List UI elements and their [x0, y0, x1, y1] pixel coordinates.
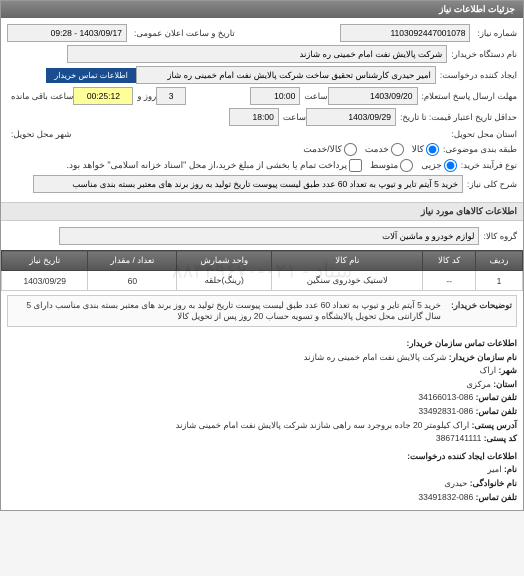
contact-province-label: استان:	[493, 379, 517, 389]
subject-group-label: طبقه بندی موضوعی:	[443, 144, 517, 155]
org-input	[67, 45, 447, 63]
need-title-input	[33, 175, 463, 193]
deadline-date-input	[328, 87, 418, 105]
th-name: نام کالا	[272, 251, 423, 271]
contact-city: اراک	[480, 365, 496, 375]
td-name: لاستیک خودروی سنگین	[272, 271, 423, 291]
deadline-send-label: مهلت ارسال پاسخ استعلام:	[422, 91, 517, 102]
subject-radio-group: کالا خدمت کالا/خدمت	[303, 143, 439, 156]
radio-service-input[interactable]	[391, 143, 404, 156]
contact-address: اراک کیلومتر 20 جاده بروجرد سه راهی شازن…	[176, 420, 470, 430]
contact-buyer-button[interactable]: اطلاعات تماس خریدار	[46, 68, 135, 83]
contact-postal-label: کد پستی:	[484, 433, 517, 443]
radio-goods-service-input[interactable]	[344, 143, 357, 156]
contact-org: شرکت پالایش نفت امام خمینی ره شازند	[304, 352, 447, 362]
contact-fax: 086-33492831	[418, 406, 473, 416]
creator-phone-label: تلفن تماس:	[476, 492, 517, 502]
radio-goods-service[interactable]: کالا/خدمت	[303, 143, 357, 156]
city-label: شهر محل تحویل:	[11, 129, 71, 140]
radio-partial-label: جزیی	[421, 160, 442, 171]
contact-province: مرکزی	[466, 379, 491, 389]
valid-until-label: حداقل تاریخ اعتبار قیمت: تا تاریخ:	[400, 112, 517, 123]
buyer-note-label: توضیحات خریدار:	[451, 300, 512, 322]
buyer-note-box: توضیحات خریدار: خرید 5 آیتم تایر و تیوپ …	[7, 295, 517, 327]
radio-partial[interactable]: جزیی	[421, 159, 457, 172]
remaining-time-input	[73, 87, 133, 105]
radio-goods-service-label: کالا/خدمت	[303, 144, 342, 155]
th-date: تاریخ نیاز	[2, 251, 88, 271]
contact-postal: 3867141111	[436, 433, 481, 443]
table-header-row: ردیف کد کالا نام کالا واحد شمارش تعداد /…	[2, 251, 523, 271]
radio-goods[interactable]: کالا	[412, 143, 439, 156]
th-qty: تعداد / مقدار	[88, 251, 177, 271]
table-area: ستاد - ۰۲۱-۸۸۳۴۹۶۷۰ ردیف کد کالا نام کال…	[1, 250, 523, 291]
creator-label: ایجاد کننده درخواست:	[440, 70, 517, 81]
announce-date-label: تاریخ و ساعت اعلان عمومی:	[134, 28, 235, 39]
th-unit: واحد شمارش	[177, 251, 272, 271]
days-input	[156, 87, 186, 105]
payment-note-checkbox[interactable]	[349, 159, 362, 172]
radio-medium-input[interactable]	[400, 159, 413, 172]
need-title-label: شرح کلی نیاز:	[467, 179, 517, 190]
radio-partial-input[interactable]	[444, 159, 457, 172]
payment-radio-group: جزیی متوسط	[370, 159, 457, 172]
contact-address-label: آدرس پستی:	[472, 420, 517, 430]
goods-table: ردیف کد کالا نام کالا واحد شمارش تعداد /…	[1, 250, 523, 291]
radio-medium-label: متوسط	[370, 160, 398, 171]
panel-title: جزئیات اطلاعات نیاز	[439, 4, 515, 14]
creator-input	[136, 66, 436, 84]
contact-title: اطلاعات تماس سازمان خریدار:	[407, 338, 517, 348]
radio-goods-input[interactable]	[426, 143, 439, 156]
creator-family: حیدری	[444, 478, 467, 488]
td-date: 1403/09/29	[2, 271, 88, 291]
contact-city-label: شهر:	[498, 365, 517, 375]
goods-section-title: اطلاعات کالاهای مورد نیاز	[1, 202, 523, 221]
contact-phone: 086-34166013	[418, 392, 473, 402]
th-code: کد کالا	[423, 251, 476, 271]
valid-time-input	[229, 108, 279, 126]
contact-info-block: اطلاعات تماس سازمان خریدار: نام سازمان خ…	[1, 331, 523, 510]
creator-name-label: نام:	[504, 464, 517, 474]
contact-fax-label: تلفن تماس:	[476, 406, 517, 416]
request-no-input	[340, 24, 470, 42]
radio-medium[interactable]: متوسط	[370, 159, 413, 172]
radio-goods-label: کالا	[412, 144, 424, 155]
province-label: استان محل تحویل:	[452, 129, 518, 140]
th-index: ردیف	[475, 251, 522, 271]
panel-header: جزئیات اطلاعات نیاز	[1, 1, 523, 18]
payment-note-text: پرداخت تمام یا بخشی از مبلغ خرید،از محل …	[67, 160, 347, 171]
announce-date-input	[7, 24, 127, 42]
creator-name: امیر	[487, 464, 501, 474]
payment-type-label: نوع فرآیند خرید:	[461, 160, 517, 171]
creator-phone: 086-33491832	[418, 492, 473, 502]
contact-org-label: نام سازمان خریدار:	[449, 352, 517, 362]
payment-note-check[interactable]: پرداخت تمام یا بخشی از مبلغ خرید،از محل …	[67, 159, 362, 172]
creator-title: اطلاعات ایجاد کننده درخواست:	[407, 451, 517, 461]
td-code: --	[423, 271, 476, 291]
td-unit: (رینگ)حلقه	[177, 271, 272, 291]
form-section: شماره نیاز: تاریخ و ساعت اعلان عمومی: نا…	[1, 18, 523, 202]
valid-date-input	[306, 108, 396, 126]
td-qty: 60	[88, 271, 177, 291]
time-label-2: ساعت	[283, 112, 306, 123]
contact-phone-label: تلفن تماس:	[476, 392, 517, 402]
day-label: روز و	[137, 91, 156, 102]
request-no-label: شماره نیاز:	[477, 28, 517, 39]
remaining-label: ساعت باقی مانده	[11, 91, 73, 102]
main-panel: جزئیات اطلاعات نیاز شماره نیاز: تاریخ و …	[0, 0, 524, 511]
td-index: 1	[475, 271, 522, 291]
org-label: نام دستگاه خریدار:	[451, 49, 517, 60]
buyer-note-text: خرید 5 آیتم تایر و تیوپ به تعداد 60 عدد …	[12, 300, 441, 322]
group-label: گروه کالا:	[483, 231, 517, 242]
radio-service[interactable]: خدمت	[365, 143, 404, 156]
deadline-time-input	[250, 87, 300, 105]
radio-service-label: خدمت	[365, 144, 389, 155]
table-row[interactable]: 1 -- لاستیک خودروی سنگین (رینگ)حلقه 60 1…	[2, 271, 523, 291]
creator-family-label: نام خانوادگی:	[470, 478, 517, 488]
group-input	[59, 227, 479, 245]
time-label-1: ساعت	[304, 91, 327, 102]
